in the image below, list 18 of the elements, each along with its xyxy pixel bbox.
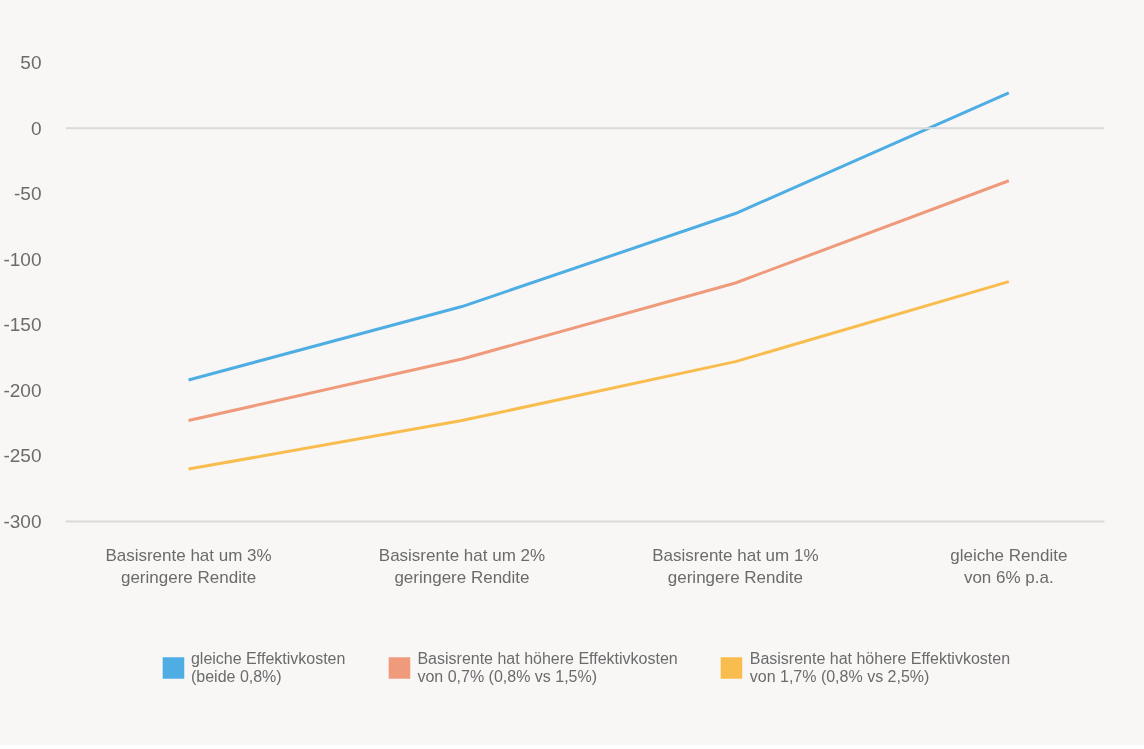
- y-tick-label: -150: [3, 314, 42, 336]
- x-tick-label: gleiche Rendite von 6% p.a.: [950, 545, 1068, 588]
- x-tick-label: Basisrente hat um 1% geringere Rendite: [652, 545, 819, 588]
- y-tick-label: -100: [3, 248, 42, 270]
- y-tick-label: -300: [3, 511, 42, 532]
- line-series: [187, 91, 1011, 382]
- legend-label: gleiche Effektivkosten (beide 0,8%): [190, 649, 346, 686]
- y-tick-label: 50: [20, 52, 42, 74]
- legend-label: Basisrente hat höhere Effektivkosten von 1,7% (0,8% vs 2,5%): [749, 649, 1011, 686]
- y-tick-label: -250: [3, 445, 42, 467]
- line-series: [187, 179, 1011, 423]
- x-tick-label: Basisrente hat um 2% geringere Rendite: [378, 545, 546, 588]
- y-tick-label: -200: [3, 379, 42, 401]
- y-tick-label: -50: [14, 183, 42, 205]
- x-tick-label: Basisrente hat um 3% geringere Rendite: [105, 545, 272, 588]
- line-series: [187, 280, 1011, 471]
- y-tick-label: 0: [30, 117, 42, 139]
- legend-label: Basisrente hat höhere Effektivkosten von 0,7% (0,8% vs 1,5%): [417, 649, 678, 686]
